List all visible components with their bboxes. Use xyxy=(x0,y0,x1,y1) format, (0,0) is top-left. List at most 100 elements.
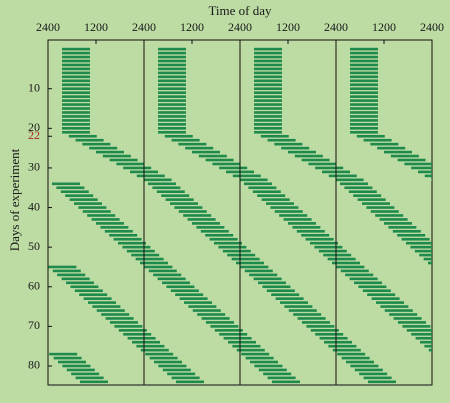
activity-bar xyxy=(341,356,370,360)
activity-bar xyxy=(244,269,273,273)
activity-bar xyxy=(53,356,82,360)
activity-bar xyxy=(258,281,286,285)
activity-bar xyxy=(267,376,296,380)
activity-bar xyxy=(187,218,216,221)
y-tick-label: 20 xyxy=(28,120,40,134)
activity-bar xyxy=(219,166,248,170)
activity-bar xyxy=(140,261,168,265)
activity-bar xyxy=(96,222,124,225)
activity-bar xyxy=(222,249,251,253)
activity-bar xyxy=(100,226,129,229)
activity-bar xyxy=(161,194,190,197)
activity-bar xyxy=(219,332,248,336)
activity-bar xyxy=(166,285,195,289)
activity-bar xyxy=(404,162,432,166)
activity-bar xyxy=(254,63,282,67)
activity-bar xyxy=(346,360,374,364)
activity-bar xyxy=(384,309,413,312)
activity-bar xyxy=(88,301,116,304)
activity-bar xyxy=(62,87,90,91)
activity-bar xyxy=(158,91,186,94)
activity-bar xyxy=(62,111,90,114)
chart-title: Time of day xyxy=(208,3,272,18)
activity-bar xyxy=(257,194,286,197)
activity-bar xyxy=(254,103,282,106)
activity-bar xyxy=(340,182,368,186)
activity-bar xyxy=(254,91,282,94)
activity-bar xyxy=(82,210,111,213)
activity-bar xyxy=(393,317,422,320)
y-tick-label: 80 xyxy=(28,358,40,372)
activity-bar xyxy=(350,47,378,51)
activity-bar xyxy=(62,119,90,122)
activity-bar xyxy=(337,352,366,356)
activity-bar xyxy=(62,95,90,98)
activity-bar xyxy=(158,127,186,130)
activity-bar xyxy=(135,257,164,261)
activity-bar xyxy=(78,206,107,209)
activity-bar xyxy=(350,111,378,114)
bars xyxy=(48,47,432,384)
activity-bar xyxy=(62,67,90,71)
activity-bar xyxy=(89,146,118,150)
activity-bar xyxy=(232,174,261,178)
activity-bar xyxy=(410,245,432,249)
activity-bar xyxy=(370,210,399,213)
activity-bar xyxy=(60,190,89,194)
x-tick-label: 1200 xyxy=(372,20,396,34)
activity-bar xyxy=(379,218,408,221)
activity-bar xyxy=(314,245,343,249)
activity-bar xyxy=(350,95,378,98)
activity-bar xyxy=(91,218,120,221)
activity-bar xyxy=(79,293,108,296)
activity-bar xyxy=(158,111,186,114)
activity-bar xyxy=(252,190,281,194)
activity-bar xyxy=(335,178,364,182)
activity-bar xyxy=(254,95,282,98)
activity-bar xyxy=(420,340,432,344)
activity-bar xyxy=(152,186,181,190)
activity-bar xyxy=(254,127,282,130)
activity-bar xyxy=(254,51,282,55)
activity-bar xyxy=(388,226,417,229)
activity-bar xyxy=(170,202,198,205)
activity-bar xyxy=(48,265,77,269)
activity-bar xyxy=(254,99,282,102)
activity-bar xyxy=(261,198,290,201)
activity-bar xyxy=(227,253,256,257)
y-tick-label: 60 xyxy=(28,279,40,293)
activity-bar xyxy=(241,352,270,356)
activity-bar xyxy=(284,305,313,308)
activity-bar xyxy=(350,91,378,94)
activity-bar xyxy=(397,233,426,237)
activity-bar xyxy=(214,329,243,332)
activity-bar xyxy=(248,186,277,190)
activity-bar xyxy=(270,206,299,209)
activity-bar xyxy=(323,253,352,257)
activity-bar xyxy=(350,83,378,87)
activity-bar xyxy=(283,218,312,221)
activity-bar xyxy=(228,340,256,344)
activity-bar xyxy=(254,119,282,122)
activity-bar xyxy=(62,83,90,87)
activity-bar xyxy=(370,142,399,146)
activity-bar xyxy=(158,51,186,55)
activity-bar xyxy=(301,158,330,162)
x-tick-label: 2400 xyxy=(324,20,348,34)
activity-bar xyxy=(179,297,208,300)
activity-bar xyxy=(310,241,338,245)
activity-bar xyxy=(354,281,382,285)
activity-bar xyxy=(158,107,186,110)
activity-bar xyxy=(192,222,220,225)
y-tick-label: 30 xyxy=(28,160,40,174)
activity-bar xyxy=(198,154,227,158)
activity-bar xyxy=(350,119,378,122)
activity-bar xyxy=(401,237,430,241)
activity-bar xyxy=(296,230,325,233)
activity-bar xyxy=(148,182,176,186)
activity-bar xyxy=(368,380,396,384)
activity-bar xyxy=(158,71,186,75)
activity-bar xyxy=(164,134,193,138)
activity-bar xyxy=(62,75,90,79)
